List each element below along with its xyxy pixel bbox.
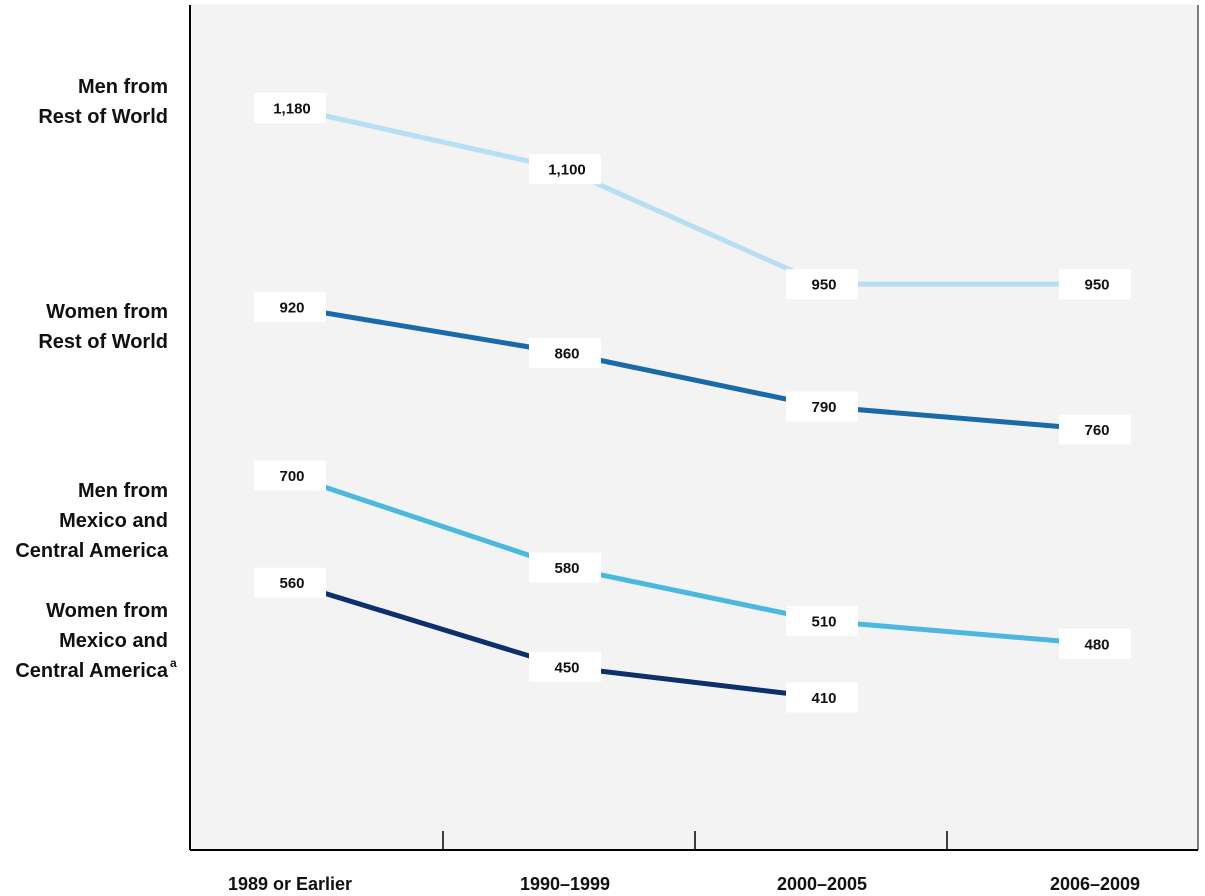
data-label-box <box>529 337 601 368</box>
series-name-line: Mexico and <box>59 630 168 652</box>
x-axis-tick-labels: 1989 or Earlier 1990–1999 2000–2005 2006–20… <box>228 874 1140 894</box>
data-label-value: 580 <box>554 560 579 577</box>
data-label-box <box>786 682 858 713</box>
data-label: 700 <box>254 460 326 491</box>
x-tick-label: 2006–2009 <box>1050 874 1140 894</box>
series-name-line: Women from <box>46 600 168 622</box>
data-label-box <box>254 292 326 323</box>
series-line-3 <box>289 473 1096 647</box>
data-label-value: 450 <box>554 659 579 676</box>
data-label-box <box>254 460 326 491</box>
x-tick-label: 2000–2005 <box>777 874 867 894</box>
data-label-value: 1,180 <box>273 101 311 118</box>
data-label-box <box>786 391 858 422</box>
series-name-line: Rest of World <box>38 331 168 353</box>
footnote-marker: a <box>170 656 177 670</box>
data-label-box <box>529 552 601 583</box>
data-label: 580 <box>529 552 601 583</box>
series-name-line: Rest of World <box>38 106 168 128</box>
series-name-line: Women from <box>46 301 168 323</box>
data-label: 790 <box>786 391 858 422</box>
data-label: 1,180 <box>254 93 326 123</box>
data-label-box <box>786 605 858 636</box>
data-label: 1,100 <box>529 154 601 185</box>
data-label-value: 950 <box>1084 277 1109 294</box>
data-label-value: 760 <box>1084 422 1109 439</box>
data-label-value: 510 <box>811 613 836 630</box>
series-name-line: Central America <box>15 540 169 562</box>
data-label-value: 920 <box>279 300 304 317</box>
data-label: 950 <box>786 269 858 300</box>
x-axis-ticks <box>442 831 948 850</box>
series-name-line: Men from <box>78 76 168 98</box>
series-name-line: Mexico and <box>59 510 168 532</box>
data-labels: 1,180 1,100 950 950 920 860 790 760 700 580 510 480… <box>254 93 1131 713</box>
series-name-line: Central America <box>15 660 169 682</box>
data-label-box <box>529 154 601 185</box>
x-tick-label: 1989 or Earlier <box>228 874 352 894</box>
data-label-value: 560 <box>279 575 304 592</box>
data-label-value: 700 <box>279 468 304 485</box>
series-name-line: Men from <box>78 480 168 502</box>
series-line-1 <box>289 105 1095 287</box>
data-label: 510 <box>786 605 858 636</box>
data-label-value: 950 <box>811 277 836 294</box>
data-label-box <box>1059 414 1131 445</box>
data-label-box <box>529 651 601 682</box>
series-line-2 <box>289 304 1096 433</box>
data-label: 920 <box>254 292 326 323</box>
data-label-value: 790 <box>811 399 836 416</box>
data-label-box <box>254 93 326 123</box>
data-label-box <box>1059 628 1131 659</box>
data-label: 560 <box>254 567 326 598</box>
data-label: 480 <box>1059 628 1131 659</box>
data-label-box <box>254 567 326 598</box>
data-label-value: 860 <box>554 345 579 362</box>
data-label-value: 410 <box>811 690 836 707</box>
series-names: Men from Rest of World Women from Rest of W… <box>15 76 177 682</box>
data-label: 950 <box>1059 269 1131 300</box>
data-label: 450 <box>529 651 601 682</box>
data-label: 410 <box>786 682 858 713</box>
data-label-box <box>786 269 858 300</box>
data-label-box <box>1059 269 1131 300</box>
data-label: 760 <box>1059 414 1131 445</box>
data-label: 860 <box>529 337 601 368</box>
data-label-value: 480 <box>1084 636 1109 653</box>
plot-area <box>190 5 1198 850</box>
x-tick-label: 1990–1999 <box>520 874 610 894</box>
data-label-value: 1,100 <box>548 162 586 179</box>
